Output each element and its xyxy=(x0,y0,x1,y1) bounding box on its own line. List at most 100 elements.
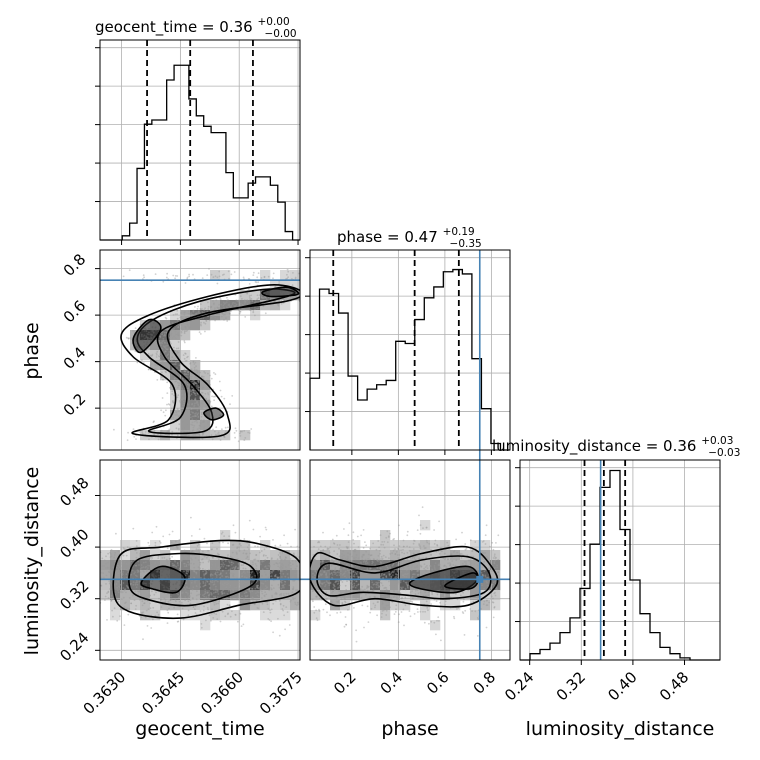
scatter-point-phase-vs-geocent_time xyxy=(187,373,189,376)
scatter-point-luminosity_distance-vs-geocent_time xyxy=(137,569,140,572)
scatter-point-luminosity_distance-vs-geocent_time xyxy=(118,585,120,588)
density-cell-luminosity_distance-vs-geocent_time xyxy=(270,600,281,611)
scatter-point-luminosity_distance-vs-geocent_time xyxy=(117,580,119,583)
scatter-point-luminosity_distance-vs-geocent_time xyxy=(182,550,185,553)
density-cell-luminosity_distance-vs-geocent_time xyxy=(240,540,251,551)
scatter-point-phase-vs-geocent_time xyxy=(246,292,249,294)
scatter-point-luminosity_distance-vs-geocent_time xyxy=(199,563,201,566)
scatter-point-luminosity_distance-vs-phase xyxy=(436,619,438,622)
density-cell-luminosity_distance-vs-phase xyxy=(310,560,321,571)
scatter-point-phase-vs-geocent_time xyxy=(260,300,263,302)
scatter-point-luminosity_distance-vs-geocent_time xyxy=(280,587,283,590)
scatter-point-luminosity_distance-vs-geocent_time xyxy=(248,600,251,603)
scatter-point-luminosity_distance-vs-geocent_time xyxy=(194,580,196,583)
scatter-point-phase-vs-geocent_time xyxy=(226,320,229,322)
scatter-point-luminosity_distance-vs-phase xyxy=(386,566,389,569)
scatter-point-luminosity_distance-vs-phase xyxy=(347,546,349,548)
density-cell-luminosity_distance-vs-phase xyxy=(460,590,471,601)
scatter-point-phase-vs-geocent_time xyxy=(171,430,174,433)
density-cell-luminosity_distance-vs-phase xyxy=(490,580,501,591)
density-cell-luminosity_distance-vs-geocent_time xyxy=(140,560,151,571)
scatter-point-phase-vs-geocent_time xyxy=(174,337,177,340)
density-cell-luminosity_distance-vs-phase xyxy=(310,610,321,621)
density-cell-luminosity_distance-vs-phase xyxy=(430,620,441,631)
scatter-point-phase-vs-geocent_time xyxy=(188,322,191,325)
scatter-point-luminosity_distance-vs-phase xyxy=(471,550,473,552)
scatter-point-luminosity_distance-vs-geocent_time xyxy=(186,570,188,573)
scatter-point-luminosity_distance-vs-geocent_time xyxy=(245,552,247,555)
scatter-point-phase-vs-geocent_time xyxy=(180,430,183,433)
scatter-point-phase-vs-geocent_time xyxy=(173,370,176,372)
density-cell-luminosity_distance-vs-phase xyxy=(360,550,371,561)
scatter-point-phase-vs-geocent_time xyxy=(194,398,197,401)
scatter-point-luminosity_distance-vs-phase xyxy=(463,561,466,563)
scatter-point-phase-vs-geocent_time xyxy=(163,362,166,365)
scatter-point-luminosity_distance-vs-geocent_time xyxy=(228,535,231,538)
scatter-point-luminosity_distance-vs-geocent_time xyxy=(265,554,267,557)
scatter-point-luminosity_distance-vs-phase xyxy=(318,575,321,577)
scatter-point-luminosity_distance-vs-geocent_time xyxy=(261,602,264,605)
scatter-point-phase-vs-geocent_time xyxy=(183,403,186,405)
scatter-point-luminosity_distance-vs-phase xyxy=(411,601,414,603)
scatter-point-phase-vs-geocent_time xyxy=(254,306,256,308)
scatter-point-luminosity_distance-vs-geocent_time xyxy=(187,570,190,573)
scatter-point-phase-vs-geocent_time xyxy=(177,394,180,397)
scatter-point-luminosity_distance-vs-geocent_time xyxy=(227,582,230,585)
scatter-point-luminosity_distance-vs-geocent_time xyxy=(254,545,256,548)
scatter-point-luminosity_distance-vs-phase xyxy=(328,560,331,562)
scatter-point-luminosity_distance-vs-phase xyxy=(473,562,476,565)
scatter-point-luminosity_distance-vs-geocent_time xyxy=(146,594,149,597)
scatter-point-luminosity_distance-vs-phase xyxy=(334,588,336,591)
scatter-point-luminosity_distance-vs-geocent_time xyxy=(288,561,291,564)
scatter-point-phase-vs-geocent_time xyxy=(177,326,180,328)
density-cell-luminosity_distance-vs-phase xyxy=(370,580,381,591)
scatter-point-luminosity_distance-vs-phase xyxy=(348,559,351,562)
scatter-point-luminosity_distance-vs-geocent_time xyxy=(210,566,213,569)
scatter-point-phase-vs-geocent_time xyxy=(172,274,175,277)
scatter-point-luminosity_distance-vs-geocent_time xyxy=(128,597,131,599)
tick-label-x-phase-3: 0.8 xyxy=(470,668,500,698)
scatter-point-phase-vs-geocent_time xyxy=(183,370,186,373)
scatter-point-phase-vs-geocent_time xyxy=(113,428,115,431)
scatter-point-luminosity_distance-vs-geocent_time xyxy=(243,549,246,552)
scatter-point-phase-vs-geocent_time xyxy=(207,308,210,310)
scatter-point-phase-vs-geocent_time xyxy=(201,387,204,390)
scatter-point-phase-vs-geocent_time xyxy=(194,415,197,418)
scatter-point-phase-vs-geocent_time xyxy=(184,353,187,355)
scatter-point-phase-vs-geocent_time xyxy=(238,312,241,315)
scatter-point-luminosity_distance-vs-geocent_time xyxy=(208,582,211,585)
density-cell-luminosity_distance-vs-geocent_time xyxy=(130,600,141,611)
scatter-point-phase-vs-geocent_time xyxy=(247,431,250,434)
scatter-point-luminosity_distance-vs-geocent_time xyxy=(266,567,269,570)
scatter-point-luminosity_distance-vs-phase xyxy=(359,592,362,595)
density-cell-phase-vs-geocent_time xyxy=(150,350,161,361)
scatter-point-phase-vs-geocent_time xyxy=(233,305,236,307)
scatter-point-luminosity_distance-vs-geocent_time xyxy=(217,602,220,605)
scatter-point-luminosity_distance-vs-geocent_time xyxy=(205,572,207,574)
scatter-point-luminosity_distance-vs-geocent_time xyxy=(221,592,224,594)
scatter-point-luminosity_distance-vs-geocent_time xyxy=(257,559,259,562)
scatter-point-luminosity_distance-vs-phase xyxy=(350,587,352,589)
scatter-point-phase-vs-geocent_time xyxy=(188,326,191,329)
scatter-point-luminosity_distance-vs-phase xyxy=(320,582,323,585)
scatter-point-phase-vs-geocent_time xyxy=(177,347,180,350)
scatter-point-luminosity_distance-vs-geocent_time xyxy=(223,582,226,585)
density-cell-luminosity_distance-vs-geocent_time xyxy=(120,560,131,571)
scatter-point-luminosity_distance-vs-phase xyxy=(356,535,359,538)
scatter-point-luminosity_distance-vs-geocent_time xyxy=(107,590,110,593)
scatter-point-phase-vs-geocent_time xyxy=(189,363,192,365)
scatter-point-luminosity_distance-vs-geocent_time xyxy=(296,601,299,604)
scatter-point-luminosity_distance-vs-geocent_time xyxy=(159,542,162,544)
scatter-point-luminosity_distance-vs-geocent_time xyxy=(188,564,190,566)
scatter-point-phase-vs-geocent_time xyxy=(185,330,188,332)
scatter-point-luminosity_distance-vs-phase xyxy=(312,572,314,575)
scatter-point-phase-vs-geocent_time xyxy=(218,275,221,278)
scatter-point-phase-vs-geocent_time xyxy=(297,272,300,275)
scatter-point-luminosity_distance-vs-phase xyxy=(412,548,415,550)
density-cell-phase-vs-geocent_time xyxy=(180,430,191,441)
scatter-point-phase-vs-geocent_time xyxy=(192,434,195,436)
scatter-point-luminosity_distance-vs-phase xyxy=(347,569,350,572)
scatter-point-luminosity_distance-vs-geocent_time xyxy=(121,591,124,594)
histogram-luminosity_distance xyxy=(520,469,720,661)
scatter-point-phase-vs-geocent_time xyxy=(188,414,190,416)
